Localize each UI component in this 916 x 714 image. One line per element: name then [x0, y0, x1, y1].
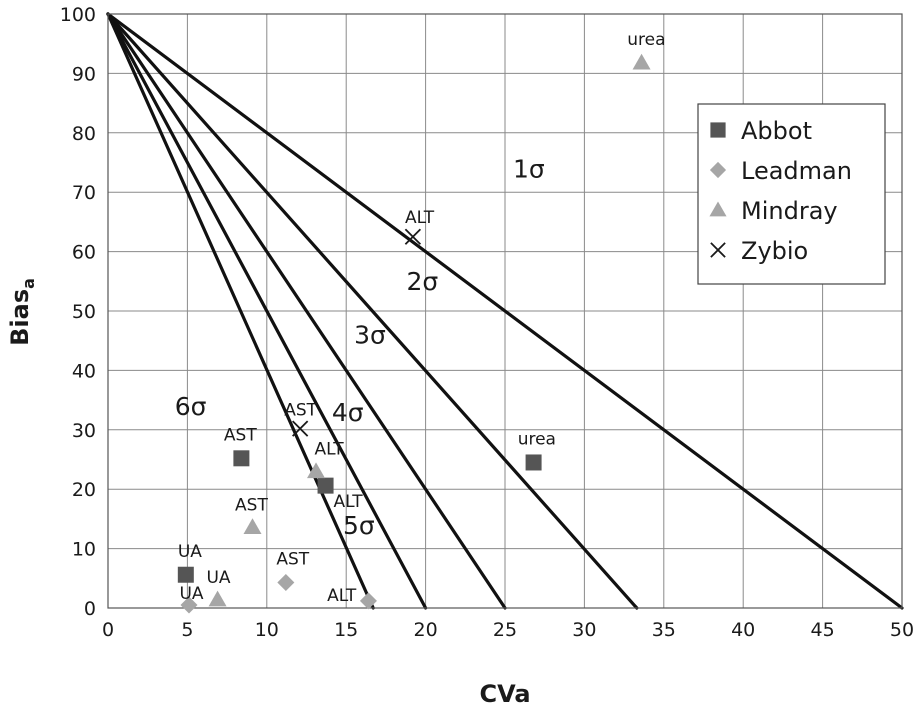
- point-label: AST: [284, 401, 317, 421]
- diamond-marker: [180, 596, 198, 614]
- triangle-marker: [709, 201, 727, 217]
- y-axis-title-subscript: a: [19, 278, 38, 289]
- legend-label: Zybio: [741, 237, 808, 265]
- legend-label: Mindray: [741, 197, 838, 225]
- sigma-line: [106, 12, 428, 610]
- y-tick-label: 100: [60, 4, 96, 26]
- y-tick-label: 90: [72, 63, 96, 85]
- point-label: UA: [206, 568, 230, 588]
- y-tick-label: 20: [72, 479, 96, 501]
- x-tick-label: 45: [811, 619, 835, 641]
- point-label: ALT: [314, 440, 344, 460]
- y-tick-label: 80: [72, 123, 96, 145]
- point-label: urea: [627, 30, 665, 50]
- cross-stroke: [404, 228, 422, 245]
- data-points: [177, 53, 651, 614]
- y-tick-label: 0: [84, 598, 96, 620]
- legend: Abbot Leadman Mindray Zybio: [697, 103, 886, 285]
- sigma-line: [106, 12, 639, 610]
- cross-marker: [404, 228, 422, 245]
- point-label: AST: [276, 550, 309, 570]
- x-tick-label: 5: [181, 619, 193, 641]
- x-axis-title: CVa: [479, 680, 530, 708]
- cross-stroke: [710, 242, 726, 258]
- point-label: urea: [518, 430, 556, 450]
- point-label: ALT: [405, 208, 435, 228]
- axes: 0 5 10 15 20 25 30 35 40 45 50 0 10 20 30 40 50 60 70 80 90 1…: [60, 4, 914, 641]
- sigma-label: 6σ: [175, 392, 207, 421]
- sigma-label: 4σ: [332, 398, 364, 427]
- square-marker: [177, 566, 194, 583]
- sigma-label: 5σ: [343, 511, 375, 540]
- triangle-marker: [632, 53, 651, 70]
- diamond-marker: [709, 161, 727, 179]
- x-tick-label: 25: [493, 619, 517, 641]
- y-axis-title-main: Bias: [6, 289, 34, 346]
- point-labels: urea AST ALT UA AST ALT UA urea ALT AST UA ALT AST: [178, 30, 666, 606]
- legend-items: Abbot Leadman Mindray Zybio: [709, 117, 852, 265]
- x-tick-label: 50: [890, 619, 914, 641]
- sigma-line: [106, 12, 375, 610]
- cross-stroke: [292, 420, 309, 437]
- y-tick-label: 50: [72, 301, 96, 323]
- sigma-label: 3σ: [354, 321, 386, 350]
- x-tick-label: 15: [334, 619, 358, 641]
- square-marker: [233, 450, 250, 467]
- square-marker: [317, 477, 334, 494]
- square-marker: [710, 122, 726, 138]
- point-label: AST: [235, 496, 268, 516]
- legend-label: Abbot: [741, 117, 812, 145]
- sigma-label: 1σ: [513, 154, 545, 183]
- diamond-marker: [359, 592, 377, 610]
- triangle-marker: [208, 590, 227, 607]
- point-label: ALT: [333, 492, 363, 512]
- y-tick-label: 60: [72, 242, 96, 264]
- x-tick-label: 10: [255, 619, 279, 641]
- point-label: AST: [224, 425, 257, 445]
- sigma-label: 2σ: [407, 267, 439, 296]
- square-marker: [525, 454, 542, 471]
- x-tick-label: 0: [102, 619, 114, 641]
- triangle-marker: [243, 518, 262, 534]
- x-tick-label: 30: [572, 619, 596, 641]
- point-label: UA: [179, 584, 203, 604]
- legend-label: Leadman: [741, 157, 852, 185]
- x-tick-label: 20: [414, 619, 438, 641]
- sigma-line: [106, 12, 904, 610]
- y-tick-label: 10: [72, 539, 96, 561]
- plot-frame: [107, 13, 903, 609]
- point-label: UA: [178, 542, 202, 562]
- triangle-marker: [307, 462, 326, 479]
- legend-box: [697, 103, 886, 285]
- y-tick-label: 40: [72, 360, 96, 382]
- diamond-marker: [277, 573, 295, 591]
- x-tick-label: 40: [731, 619, 755, 641]
- cross-marker: [292, 420, 309, 437]
- point-label: ALT: [327, 586, 357, 606]
- cross-marker: [710, 242, 726, 258]
- sigma-line: [106, 12, 507, 610]
- y-tick-label: 70: [72, 182, 96, 204]
- x-tick-label: 35: [652, 619, 676, 641]
- y-tick-label: 30: [72, 420, 96, 442]
- sigma-lines: 1σ 2σ 3σ 4σ 5σ 6σ: [106, 12, 904, 610]
- y-axis-title: Biasa: [6, 278, 38, 346]
